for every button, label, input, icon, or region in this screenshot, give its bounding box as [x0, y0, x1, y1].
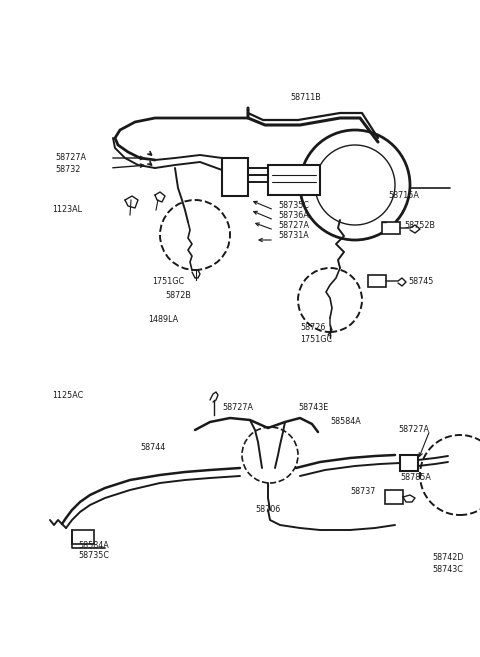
Text: 1489LA: 1489LA — [148, 315, 178, 325]
Text: 58785A: 58785A — [400, 474, 431, 482]
Text: 58727A: 58727A — [278, 221, 309, 231]
Text: 1125AC: 1125AC — [52, 390, 83, 399]
Bar — [400, 455, 418, 471]
Text: 1751GC: 1751GC — [152, 277, 184, 286]
Text: 58745: 58745 — [408, 277, 433, 286]
Bar — [385, 490, 403, 504]
Text: 58706: 58706 — [255, 505, 280, 514]
Text: 58743E: 58743E — [298, 403, 328, 413]
Text: 1123AL: 1123AL — [52, 206, 82, 214]
Text: 58727A: 58727A — [398, 426, 429, 434]
Bar — [222, 158, 248, 196]
Text: 58752B: 58752B — [404, 221, 435, 229]
Text: 5872B: 5872B — [165, 292, 191, 300]
Text: 58737: 58737 — [350, 487, 375, 497]
Text: 58732: 58732 — [55, 166, 80, 175]
Text: 58584A: 58584A — [330, 417, 361, 426]
Text: 58735C: 58735C — [78, 551, 109, 560]
Text: 58715A: 58715A — [388, 191, 419, 200]
Text: 58726: 58726 — [300, 323, 325, 332]
Text: 58735C: 58735C — [278, 200, 309, 210]
Bar — [382, 222, 400, 234]
Text: 58742D: 58742D — [432, 553, 464, 562]
Text: 58736A: 58736A — [278, 212, 309, 221]
Bar — [72, 530, 94, 544]
Bar — [268, 165, 320, 195]
Text: 58743C: 58743C — [432, 566, 463, 574]
Text: 58727A: 58727A — [222, 403, 253, 413]
Text: 1751GC: 1751GC — [300, 336, 332, 344]
Text: 58731A: 58731A — [278, 231, 309, 240]
Bar — [368, 275, 386, 287]
Text: 58584A: 58584A — [78, 541, 109, 549]
Text: 58711B: 58711B — [290, 93, 321, 101]
Text: 58727A: 58727A — [55, 154, 86, 162]
Text: 58744: 58744 — [140, 443, 165, 453]
